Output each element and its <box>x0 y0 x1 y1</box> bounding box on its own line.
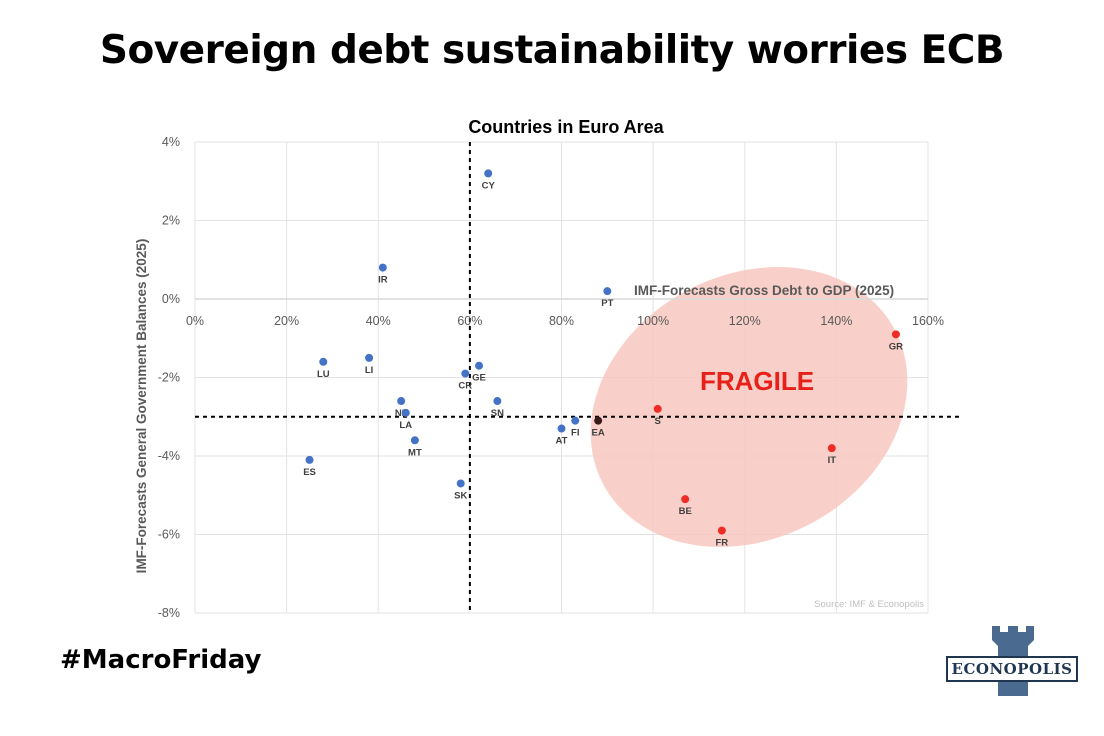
y-tick-label: 4% <box>162 135 180 149</box>
y-tick-label: -4% <box>158 449 180 463</box>
point-ge <box>475 361 484 370</box>
x-tick-label: 160% <box>912 314 944 328</box>
x-tick-label: 80% <box>549 314 574 328</box>
logo-wordmark: ECONOPOLIS <box>946 656 1078 682</box>
x-tick-label: 120% <box>729 314 761 328</box>
point-ea <box>594 416 603 425</box>
y-axis-ticks: 4% 2% 0% -2% -4% -6% -8% <box>158 135 180 620</box>
fragile-zone <box>590 267 908 547</box>
point-cr <box>461 369 470 378</box>
point-label-be: BE <box>679 506 692 517</box>
source-note: Source: IMF & Econopolis <box>814 599 924 610</box>
point-label-ge: GE <box>472 373 486 384</box>
point-fi <box>571 416 580 425</box>
point-nl <box>397 397 406 406</box>
y-tick-label: 0% <box>162 292 180 306</box>
x-tick-label: 60% <box>457 314 482 328</box>
fragile-annotation: FRAGILE <box>700 366 814 396</box>
x-tick-label: 100% <box>637 314 669 328</box>
point-cy <box>484 169 493 178</box>
point-label-li: LI <box>365 365 373 376</box>
point-label-nl: NL <box>395 408 408 419</box>
point-label-fr: FR <box>716 538 729 549</box>
point-label-cy: CY <box>482 180 496 191</box>
point-label-fi: FI <box>571 428 579 439</box>
point-label-ir: IR <box>378 275 388 286</box>
x-tick-label: 40% <box>366 314 391 328</box>
point-label-it: IT <box>828 455 837 466</box>
point-label-es: ES <box>303 467 316 478</box>
point-label-gr: GR <box>889 341 903 352</box>
y-tick-label: 2% <box>162 214 180 228</box>
point-fr <box>717 526 726 535</box>
x-axis-ticks: 0% 20% 40% 60% 80% 100% 120% 140% 160% <box>186 314 944 328</box>
point-label-la: LA <box>399 420 412 431</box>
point-label-sn: SN <box>491 408 504 419</box>
x-axis-label: IMF-Forecasts Gross Debt to GDP (2025) <box>634 283 894 298</box>
point-gr <box>891 330 900 339</box>
point-label-cr: CR <box>458 381 472 392</box>
point-label-ea: EA <box>592 428 605 439</box>
y-axis-label: IMF-Forecasts General Government Balance… <box>134 239 149 574</box>
x-tick-label: 0% <box>186 314 204 328</box>
point-be <box>681 495 690 504</box>
point-sk <box>456 479 465 488</box>
point-label-sk: SK <box>454 490 467 501</box>
point-la <box>401 408 410 417</box>
econopolis-logo: ECONOPOLIS <box>946 626 1078 696</box>
point-label-s: S <box>655 416 661 427</box>
point-at <box>557 424 566 433</box>
point-ir <box>378 263 387 272</box>
reference-lines <box>195 142 960 613</box>
point-it <box>827 444 836 453</box>
point-label-mt: MT <box>408 447 422 458</box>
x-tick-label: 20% <box>274 314 299 328</box>
page-headline: Sovereign debt sustainability worries EC… <box>99 28 1005 73</box>
x-tick-label: 140% <box>820 314 852 328</box>
point-sn <box>493 397 502 406</box>
point-es <box>305 455 314 464</box>
point-pt <box>603 287 612 296</box>
y-tick-label: -2% <box>158 371 180 385</box>
chart-title: Countries in Euro Area <box>468 117 664 137</box>
y-tick-label: -6% <box>158 528 180 542</box>
hashtag-label: #MacroFriday <box>60 645 262 675</box>
point-label-at: AT <box>556 436 568 447</box>
point-label-lu: LU <box>317 369 330 380</box>
point-mt <box>410 436 419 445</box>
y-tick-label: -8% <box>158 606 180 620</box>
point-lu <box>319 357 328 366</box>
point-s <box>653 404 662 413</box>
point-label-pt: PT <box>601 298 613 309</box>
point-li <box>365 353 374 362</box>
